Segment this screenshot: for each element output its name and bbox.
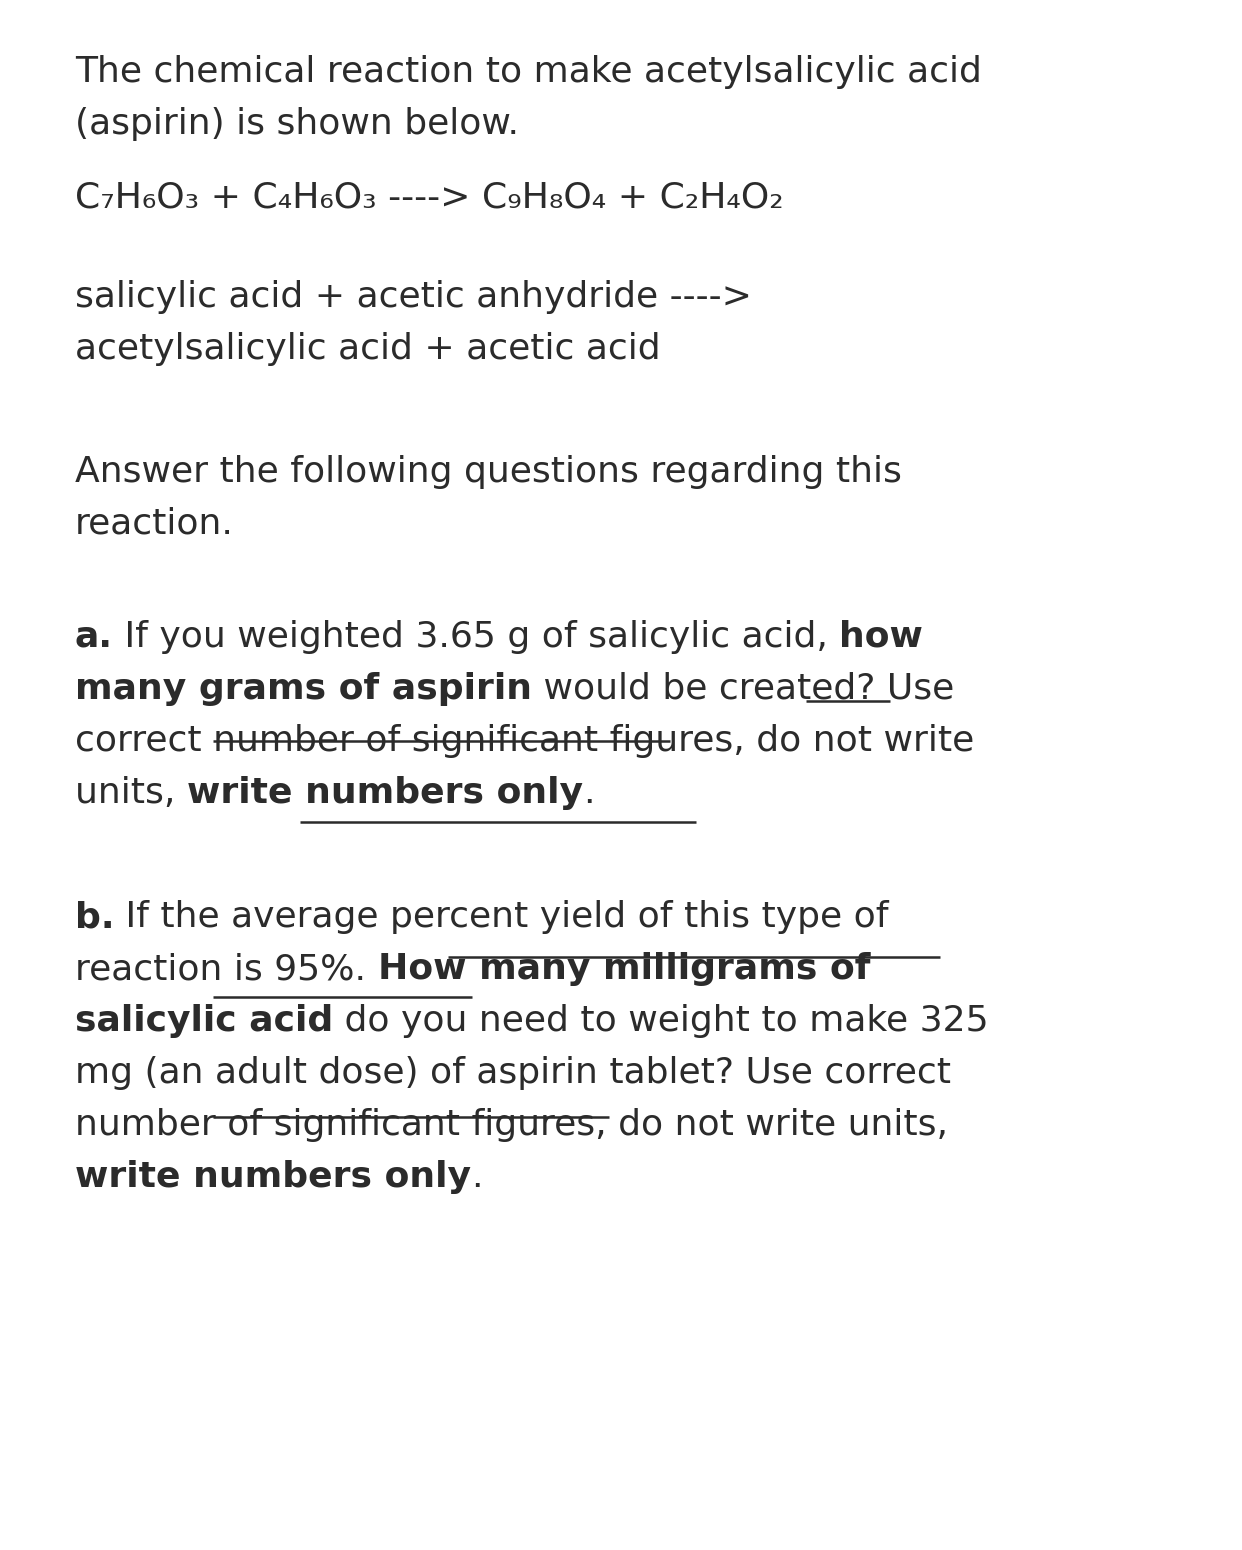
- Text: acetylsalicylic acid + acetic acid: acetylsalicylic acid + acetic acid: [75, 332, 661, 366]
- Text: If you weighted 3.65 g of salicylic acid,: If you weighted 3.65 g of salicylic acid…: [113, 620, 840, 654]
- Text: If the average percent yield of this type of: If the average percent yield of this typ…: [114, 901, 889, 935]
- Text: salicylic acid + acetic anhydride ---->: salicylic acid + acetic anhydride ---->: [75, 281, 751, 315]
- Text: reaction is 95%.: reaction is 95%.: [75, 952, 378, 986]
- Text: reaction.: reaction.: [75, 507, 233, 541]
- Text: many grams of aspirin: many grams of aspirin: [75, 673, 532, 705]
- Text: .: .: [471, 1159, 482, 1194]
- Text: mg (an adult dose) of aspirin tablet? Use correct: mg (an adult dose) of aspirin tablet? Us…: [75, 1056, 951, 1090]
- Text: b.: b.: [75, 901, 114, 935]
- Text: do you need to weight to make 325: do you need to weight to make 325: [333, 1004, 989, 1038]
- Text: would be created? Use: would be created? Use: [532, 673, 954, 705]
- Text: The chemical reaction to make acetylsalicylic acid: The chemical reaction to make acetylsali…: [75, 54, 982, 88]
- Text: How many milligrams of: How many milligrams of: [378, 952, 869, 986]
- Text: Answer the following questions regarding this: Answer the following questions regarding…: [75, 456, 902, 488]
- Text: correct number of significant figures, do not write: correct number of significant figures, d…: [75, 724, 974, 758]
- Text: salicylic acid: salicylic acid: [75, 1004, 333, 1038]
- Text: how: how: [840, 620, 923, 654]
- Text: write numbers only: write numbers only: [186, 777, 582, 811]
- Text: (aspirin) is shown below.: (aspirin) is shown below.: [75, 107, 519, 141]
- Text: a.: a.: [75, 620, 113, 654]
- Text: C₇H₆O₃ + C₄H₆O₃ ----> C₉H₈O₄ + C₂H₄O₂: C₇H₆O₃ + C₄H₆O₃ ----> C₉H₈O₄ + C₂H₄O₂: [75, 180, 784, 214]
- Text: number of significant figures, do not write units,: number of significant figures, do not wr…: [75, 1108, 948, 1142]
- Text: .: .: [582, 777, 595, 811]
- Text: write numbers only: write numbers only: [75, 1159, 471, 1194]
- Text: units,: units,: [75, 777, 186, 811]
